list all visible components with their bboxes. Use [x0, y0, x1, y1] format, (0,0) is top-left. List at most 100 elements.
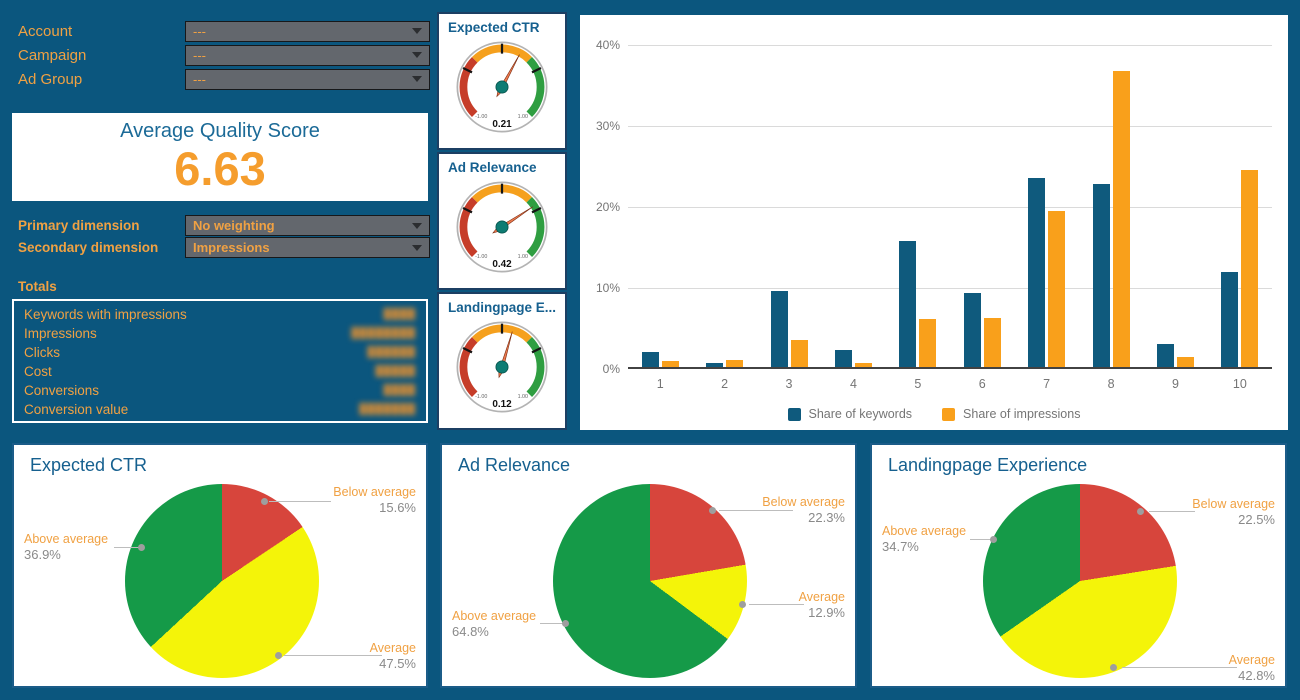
table-row: Conversion value ███████: [24, 400, 416, 419]
bar-share-of-keywords[interactable]: [899, 240, 917, 367]
landingpage-gauge[interactable]: -1.00 1.00 0.12: [450, 315, 554, 419]
bar-share-of-impressions[interactable]: [726, 359, 744, 367]
legend-item: Share of impressions: [942, 407, 1080, 421]
bar-chart-category-group: 2: [692, 45, 756, 391]
expected-ctr-gauge-card: Expected CTR -1.00 1.00 0.21: [437, 12, 567, 150]
bar-chart-category-group: 3: [757, 45, 821, 391]
primary-dimension-row: Primary dimension No weighting: [18, 215, 430, 236]
campaign-dropdown[interactable]: ---: [185, 44, 430, 66]
account-filter-label: Account: [18, 22, 73, 40]
pie-slice-percent: 15.6%: [379, 500, 416, 515]
average-quality-score-title: Average Quality Score: [120, 120, 320, 142]
ad-relevance-pie[interactable]: [553, 484, 747, 678]
bar-chart-category-group: 1: [628, 45, 692, 391]
pie-slice-percent: 22.5%: [1238, 512, 1275, 527]
ad-relevance-gauge[interactable]: -1.00 1.00 0.42: [450, 175, 554, 279]
expected-ctr-gauge[interactable]: -1.00 1.00 0.21: [450, 35, 554, 139]
totals-row-label: Conversion value: [24, 402, 129, 417]
ad-relevance-gauge-card: Ad Relevance -1.00 1.00 0.42: [437, 152, 567, 290]
bar-share-of-keywords[interactable]: [1221, 272, 1239, 367]
bar-chart-x-tick-label: 3: [785, 377, 793, 391]
bar-chart-gridline: [628, 288, 1272, 289]
leader-line: [719, 510, 793, 511]
svg-text:-1.00: -1.00: [475, 254, 487, 260]
bar-chart-y-tick-label: 30%: [595, 119, 620, 133]
landingpage-pie-card: Landingpage Experience Below average 22.…: [870, 443, 1287, 688]
bar-share-of-keywords[interactable]: [1092, 183, 1110, 367]
leader-line: [269, 501, 331, 502]
expected-ctr-pie[interactable]: [125, 484, 319, 678]
pie-slice-label: Below average: [762, 495, 845, 509]
totals-row-value-redacted: ████: [383, 385, 416, 396]
expected-ctr-pie-card: Expected CTR Below average 15.6% Above a…: [12, 443, 428, 688]
pie-slice-percent: 12.9%: [808, 605, 845, 620]
pie-title: Ad Relevance: [458, 455, 571, 475]
bar-share-of-keywords[interactable]: [1028, 177, 1046, 367]
adgroup-filter-row: Ad Group ---: [18, 68, 430, 90]
bar-chart-legend: Share of keywords Share of impressions: [580, 407, 1288, 421]
legend-item: Share of keywords: [787, 407, 913, 421]
leader-line: [1149, 511, 1195, 512]
bar-chart-plot[interactable]: 1 2 3 4 5 6 7 8 9 10: [628, 45, 1272, 391]
pie-slice-percent: 22.3%: [808, 510, 845, 525]
bar-chart-category-group: 8: [1079, 45, 1143, 391]
bar-share-of-impressions[interactable]: [919, 319, 937, 367]
bar-share-of-keywords[interactable]: [1156, 344, 1174, 367]
leader-line: [540, 623, 564, 624]
bar-chart-y-tick-label: 0%: [602, 362, 620, 376]
pie-slice-percent: 64.8%: [452, 624, 489, 639]
svg-text:-1.00: -1.00: [475, 114, 487, 120]
leader-line: [114, 547, 140, 548]
adgroup-dropdown[interactable]: ---: [185, 68, 430, 90]
bar-share-of-impressions[interactable]: [790, 339, 808, 367]
bar-share-of-keywords[interactable]: [770, 290, 788, 367]
bar-share-of-keywords[interactable]: [963, 293, 981, 367]
legend-label: Share of keywords: [808, 407, 913, 421]
totals-title: Totals: [18, 279, 57, 294]
account-dropdown[interactable]: ---: [185, 20, 430, 42]
bar-chart-category-group: 9: [1143, 45, 1207, 391]
bar-chart-category-group: 10: [1208, 45, 1272, 391]
chevron-down-icon: [412, 28, 422, 34]
pie-slice-label: Above average: [882, 524, 967, 538]
bar-chart-y-tick-label: 10%: [595, 281, 620, 295]
leader-dot: [739, 601, 746, 608]
average-quality-score-value: 6.63: [174, 142, 266, 195]
bar-chart-gridline: [628, 45, 1272, 46]
bar-share-of-impressions[interactable]: [1112, 70, 1130, 367]
adgroup-filter-label: Ad Group: [18, 70, 83, 88]
bar-share-of-keywords[interactable]: [834, 350, 852, 367]
leader-dot: [138, 544, 145, 551]
svg-text:0.21: 0.21: [492, 119, 512, 130]
bar-chart-category-group: 6: [950, 45, 1014, 391]
bar-chart-x-tick-label: 6: [978, 377, 986, 391]
table-row: Cost █████: [24, 362, 416, 381]
bar-share-of-keywords[interactable]: [706, 363, 724, 367]
bar-chart-gridline: [628, 126, 1272, 127]
bar-chart-x-tick-label: 10: [1232, 377, 1247, 391]
landingpage-pie[interactable]: [983, 484, 1177, 678]
table-row: Clicks ██████: [24, 343, 416, 362]
leader-dot: [562, 620, 569, 627]
pie-slice-percent: 42.8%: [1238, 668, 1275, 683]
legend-label: Share of impressions: [963, 407, 1081, 421]
bar-share-of-impressions[interactable]: [983, 317, 1001, 367]
secondary-dimension-dropdown[interactable]: Impressions: [185, 237, 430, 258]
campaign-dropdown-value: ---: [193, 47, 206, 63]
bar-chart-x-tick-label: 9: [1171, 377, 1179, 391]
bar-share-of-impressions[interactable]: [1176, 356, 1194, 367]
svg-text:1.00: 1.00: [518, 254, 528, 260]
share-bar-chart-card: 0% 10% 20% 30% 40% 1 2 3 4 5 6 7 8 9 10 Share of keyw…: [580, 15, 1288, 430]
bar-share-of-impressions[interactable]: [661, 360, 679, 367]
totals-row-label: Clicks: [24, 345, 60, 360]
totals-row-value-redacted: ████████: [351, 328, 416, 339]
primary-dimension-label: Primary dimension: [18, 218, 140, 233]
bar-share-of-impressions[interactable]: [1048, 210, 1066, 367]
leader-line: [970, 539, 992, 540]
bar-share-of-keywords[interactable]: [641, 352, 659, 367]
bar-share-of-impressions[interactable]: [854, 363, 872, 367]
chevron-down-icon: [412, 52, 422, 58]
account-dropdown-value: ---: [193, 23, 206, 39]
bar-share-of-impressions[interactable]: [1241, 170, 1259, 367]
primary-dimension-dropdown[interactable]: No weighting: [185, 215, 430, 236]
